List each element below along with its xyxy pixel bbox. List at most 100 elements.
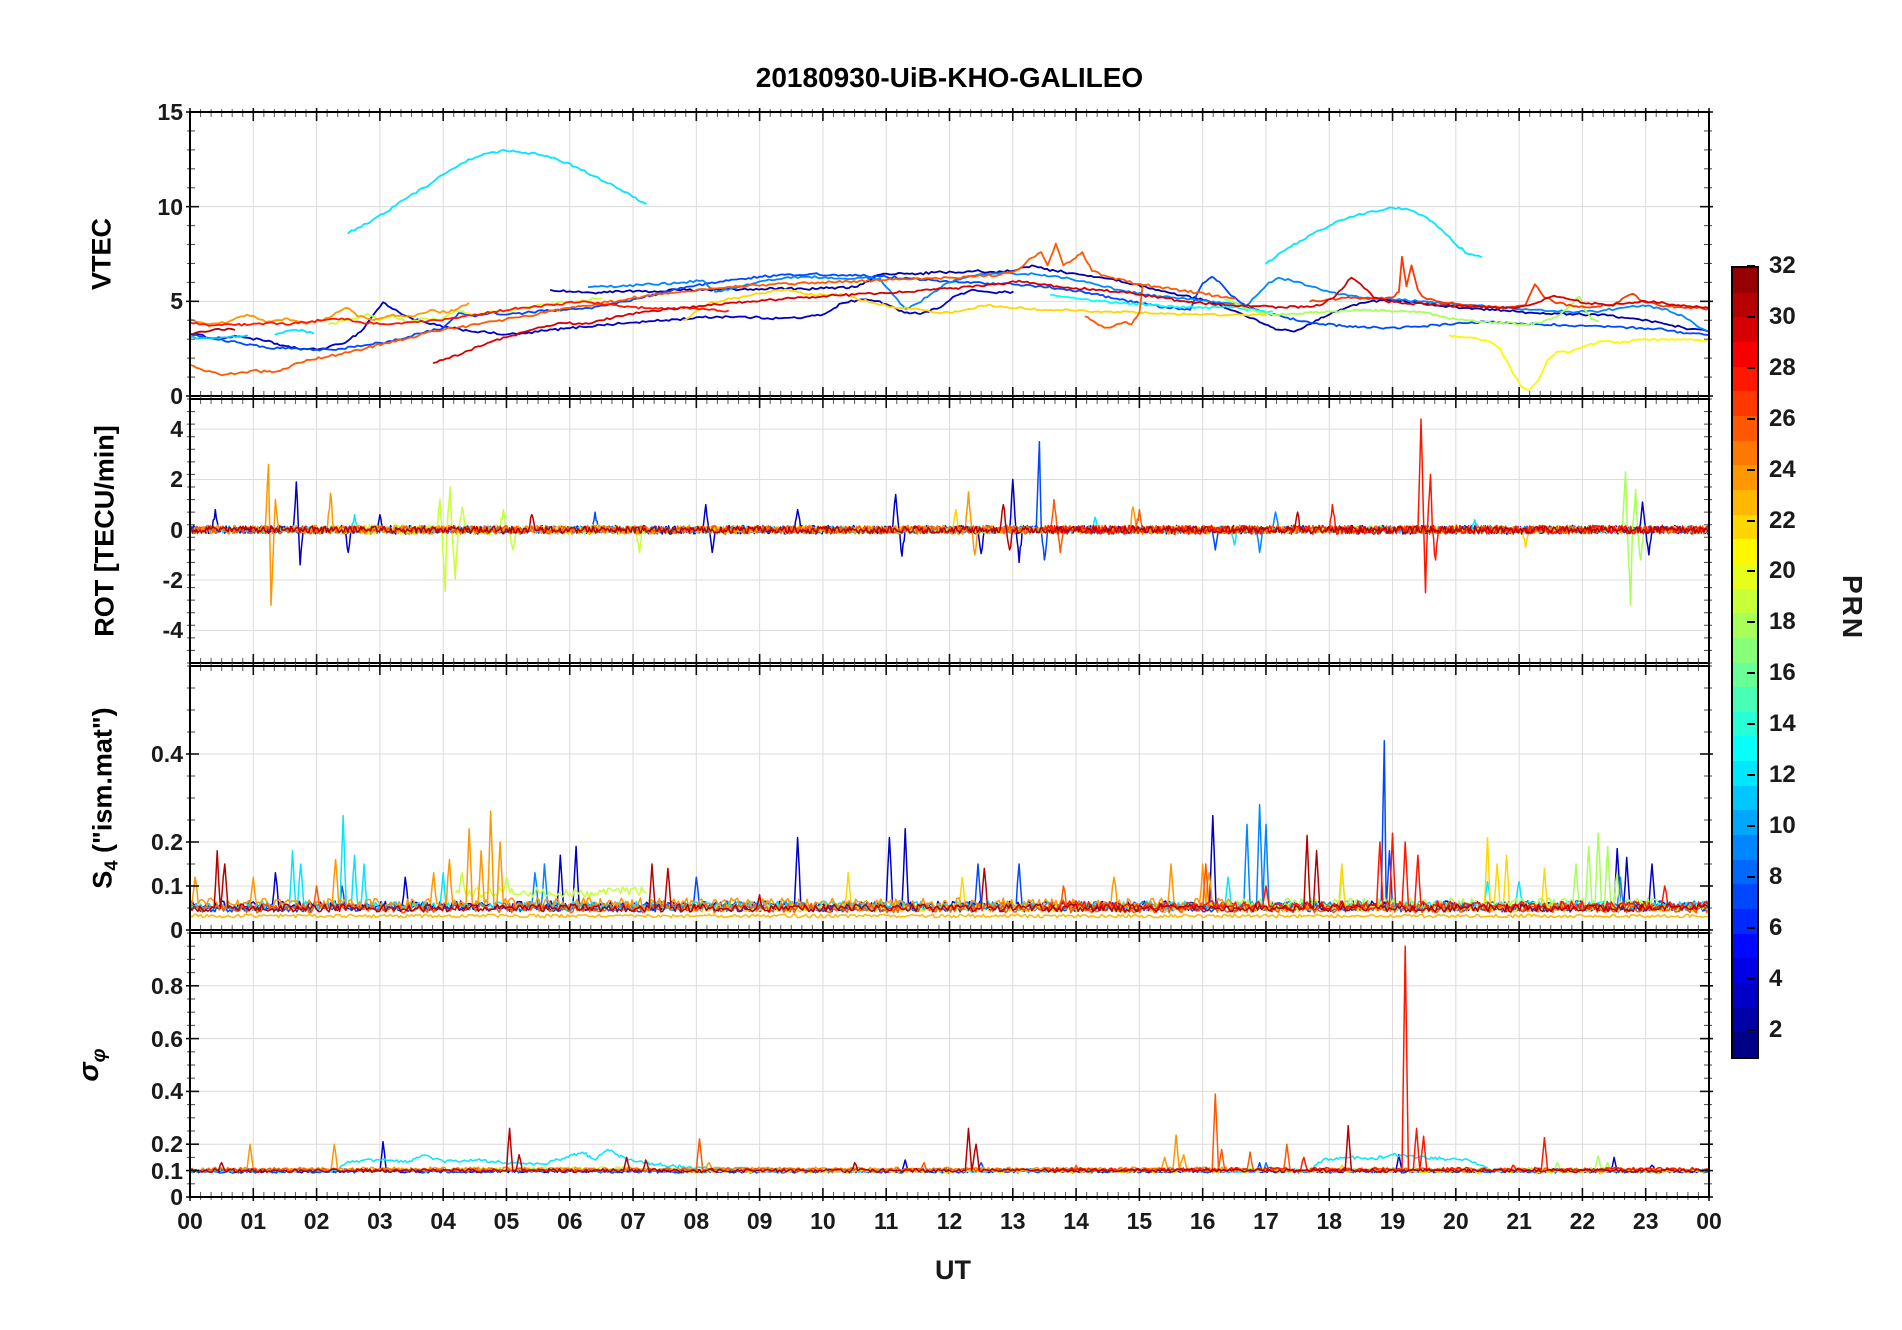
colorbar-tick-mark-2	[1747, 1028, 1755, 1031]
colorbar-tick-mark-26	[1747, 417, 1755, 420]
xtick-label-15: 15	[1126, 1208, 1153, 1234]
chart-title: 20180930-UiB-KHO-GALILEO	[755, 62, 1144, 93]
y-axis-title-s4: S4 ("ism.mat")	[87, 707, 122, 889]
colorbar-tick-mark-32	[1747, 265, 1755, 267]
series-prn-31	[190, 1124, 1709, 1174]
xtick-label-16: 16	[1189, 1208, 1216, 1234]
ytick-label-rot: 0	[170, 516, 183, 543]
ytick-label-sigma_phi: 0.6	[151, 1025, 183, 1052]
colorbar-tick-mark-4	[1747, 977, 1755, 980]
series-prn-31	[190, 327, 236, 336]
y-axis-title-sigma_phi: σφ	[73, 1048, 110, 1082]
ytick-label-sigma_phi: 0.4	[151, 1078, 183, 1105]
ytick-label-vtec: 10	[157, 193, 183, 220]
colorbar-cell-prn-23	[1733, 489, 1757, 515]
colorbar-tick-mark-18	[1747, 621, 1755, 624]
series-prn-19	[328, 297, 603, 325]
ytick-label-sigma_phi: 0.1	[151, 1157, 183, 1184]
colorbar-cell-prn-9	[1733, 834, 1757, 860]
series-prn-22	[682, 288, 1267, 322]
series-prn-22	[682, 836, 1709, 913]
series-prn-31	[190, 503, 1709, 551]
colorbar-tick-mark-14	[1747, 723, 1755, 726]
series-prn-18	[1224, 471, 1660, 606]
series-prn-30	[432, 276, 1709, 364]
xtick-label-0: 00	[177, 1208, 203, 1234]
colorbar-tick-mark-8	[1747, 875, 1755, 878]
series-prn-9	[524, 803, 1709, 912]
colorbar-cell-prn-19	[1733, 588, 1757, 614]
colorbar-cell-prn-1	[1733, 1031, 1757, 1057]
xtick-label-11: 11	[874, 1208, 899, 1234]
colorbar-cell-prn-32	[1733, 267, 1757, 293]
colorbar-tick-label-2: 2	[1769, 1015, 1783, 1043]
colorbar	[1731, 266, 1759, 1059]
y-axis-title-rot: ROT [TECU/min]	[89, 425, 120, 637]
xtick-label-1: 01	[240, 1208, 267, 1234]
xtick-label-13: 13	[999, 1208, 1026, 1234]
colorbar-tick-label-12: 12	[1769, 761, 1796, 789]
colorbar-tick-label-8: 8	[1769, 862, 1783, 890]
ytick-label-sigma_phi: 0.8	[151, 972, 183, 999]
colorbar-cell-prn-25	[1733, 440, 1757, 466]
colorbar-cell-prn-10	[1733, 809, 1757, 836]
ytick-label-sigma_phi: 0.2	[151, 1131, 183, 1158]
series-prn-11	[190, 334, 248, 340]
series-prn-12	[1265, 206, 1482, 265]
xtick-label-3: 03	[367, 1208, 393, 1234]
ytick-label-vtec: 15	[157, 99, 183, 125]
colorbar-tick-mark-24	[1747, 468, 1755, 471]
series-prn-28	[190, 300, 729, 327]
ytick-label-vtec: 5	[170, 288, 183, 315]
xtick-label-17: 17	[1253, 1208, 1279, 1234]
xtick-label-24: 00	[1696, 1208, 1722, 1234]
colorbar-cell-prn-28	[1733, 366, 1757, 392]
colorbar-cell-prn-31	[1733, 292, 1757, 318]
colorbar-tick-label-30: 30	[1769, 302, 1796, 330]
colorbar-tick-label-22: 22	[1769, 506, 1796, 534]
series-prn-28	[1043, 418, 1709, 594]
colorbar-tick-label-28: 28	[1769, 353, 1796, 381]
series-prn-19	[328, 486, 647, 593]
colorbar-cell-prn-3	[1733, 982, 1757, 1008]
series-prn-26	[190, 863, 1709, 914]
colorbar-tick-label-18: 18	[1769, 608, 1796, 636]
series-prn-31	[190, 834, 1709, 913]
ytick-label-rot: -4	[162, 617, 183, 644]
colorbar-cell-prn-30	[1733, 316, 1757, 342]
colorbar-tick-mark-16	[1747, 672, 1755, 675]
xtick-label-23: 23	[1632, 1208, 1659, 1234]
xtick-label-21: 21	[1506, 1208, 1532, 1234]
colorbar-cell-prn-13	[1733, 735, 1757, 762]
colorbar-tick-mark-10	[1747, 824, 1755, 827]
series-prn-12	[347, 148, 647, 235]
xtick-label-10: 10	[810, 1208, 836, 1234]
ytick-label-rot: 2	[170, 466, 183, 493]
colorbar-cell-prn-8	[1733, 859, 1757, 885]
colorbar-tick-label-10: 10	[1769, 811, 1796, 839]
colorbar-cell-prn-21	[1733, 538, 1757, 564]
panel-rot-plot	[187, 395, 1712, 667]
series-prn-21	[1448, 334, 1709, 392]
xtick-label-12: 12	[936, 1208, 963, 1234]
colorbar-tick-label-26: 26	[1769, 404, 1796, 432]
series-prn-2	[549, 264, 1709, 333]
ytick-label-s4: 0	[170, 917, 183, 943]
ytick-label-vtec: 0	[170, 383, 183, 409]
xtick-label-2: 02	[303, 1208, 330, 1234]
xtick-label-14: 14	[1063, 1208, 1089, 1234]
series-prn-24	[190, 302, 470, 325]
panel-s4-plot	[186, 662, 1713, 934]
colorbar-tick-label-20: 20	[1769, 557, 1796, 585]
xtick-label-4: 04	[430, 1208, 456, 1234]
colorbar-cell-prn-6	[1733, 908, 1757, 934]
series-prn-26	[1084, 285, 1144, 329]
series-prn-19	[455, 872, 647, 899]
xtick-label-5: 05	[493, 1208, 520, 1234]
colorbar-tick-label-6: 6	[1769, 913, 1783, 941]
colorbar-title: PRN	[1837, 575, 1868, 641]
xtick-label-22: 22	[1569, 1208, 1596, 1234]
colorbar-cell-prn-29	[1733, 341, 1757, 367]
colorbar-tick-label-16: 16	[1769, 659, 1796, 687]
